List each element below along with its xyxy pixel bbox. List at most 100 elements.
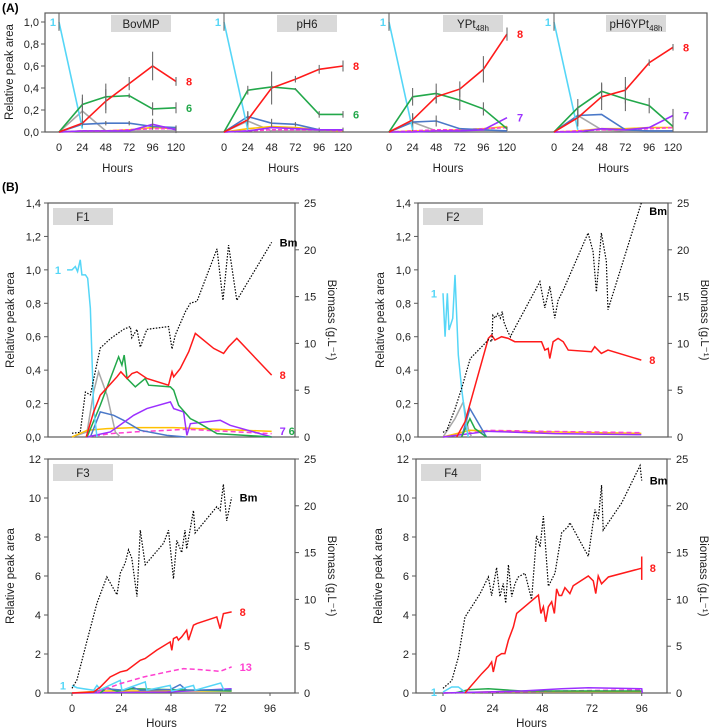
series-line	[442, 686, 466, 693]
series-line	[71, 426, 272, 438]
biomass-line	[442, 463, 643, 689]
x-axis-label: Hours	[102, 163, 133, 175]
series-label: 1	[50, 17, 56, 29]
y-tick-label: 1,2	[26, 231, 41, 243]
y-tick-label: 4	[403, 610, 409, 622]
series-line	[223, 120, 343, 133]
series-line	[553, 21, 579, 130]
y-axis-label: Relative peak area	[375, 271, 387, 367]
series-line	[460, 406, 488, 438]
series-label: 8	[240, 607, 246, 619]
y-tick-label: 0,4	[26, 365, 41, 377]
x-tick-label: 96	[643, 142, 655, 154]
panel-a-letter: (A)	[2, 1, 19, 15]
y-tick-label: 0,2	[24, 105, 39, 117]
series-line	[223, 65, 344, 133]
y2-tick-label: 15	[304, 292, 316, 304]
x-axis-label: Hours	[598, 163, 629, 175]
series-line	[388, 33, 508, 133]
plot-area	[67, 242, 273, 438]
plot-area	[71, 484, 233, 694]
x-tick-label: 24	[572, 142, 584, 154]
plot-frame	[415, 458, 668, 694]
biomass-line	[71, 242, 273, 434]
x-tick-label: 48	[265, 142, 277, 154]
y-tick-label: 12	[29, 454, 41, 466]
x-tick-label: 24	[115, 703, 127, 715]
series-label: 8	[683, 42, 689, 54]
y-tick-label: 1,4	[396, 198, 411, 210]
series-label: 1	[431, 288, 437, 300]
y-tick-label: 0,2	[396, 399, 411, 411]
series-line	[58, 65, 177, 133]
plot-area	[442, 463, 644, 694]
y2-tick-label: 25	[676, 454, 688, 466]
y-tick-label: 1,0	[26, 265, 41, 277]
biomass-label: Bm	[240, 492, 258, 504]
y2-tick-label: 10	[304, 338, 316, 350]
series-line	[71, 679, 225, 692]
condition-label-subscript: 48h	[649, 24, 662, 33]
y-tick-label: 0,8	[396, 298, 411, 310]
series-label: 8	[186, 76, 192, 88]
fraction-label-box	[53, 464, 113, 481]
series-label: 6	[289, 426, 295, 438]
y-tick-label: 0,2	[26, 399, 41, 411]
series-line	[67, 259, 98, 438]
series-line	[442, 274, 469, 438]
x-tick-label: 72	[289, 142, 301, 154]
y2-tick-label: 10	[677, 338, 689, 350]
series-label: 6	[353, 109, 359, 121]
x-tick-label: 96	[313, 142, 325, 154]
series-line	[388, 21, 414, 130]
series-line	[388, 120, 508, 133]
fraction-label-box	[53, 208, 113, 225]
y2-tick-label: 10	[676, 594, 688, 606]
y-tick-label: 1,0	[396, 265, 411, 277]
series-line	[58, 122, 177, 133]
x-tick-label: 48	[595, 142, 607, 154]
x-tick-label: 120	[334, 142, 352, 154]
subplot-f2: 0,0 0,2 0,4 0,6 0,8 1,0 1,2 1,4 0 5 10 15 20 25 Relati…	[375, 198, 709, 444]
y2-tick-label: 0	[304, 432, 310, 444]
y-tick-label: 0,4	[24, 83, 39, 95]
y-tick-label: 0,4	[396, 365, 411, 377]
y-tick-label: 1,2	[396, 231, 411, 243]
series-line	[89, 411, 186, 438]
y-tick-label: 8	[403, 532, 409, 544]
series-label: 7	[517, 113, 523, 125]
y-tick-label: 0,8	[26, 298, 41, 310]
series-label: 1	[545, 17, 551, 29]
plot-frame	[47, 458, 296, 694]
series-line	[71, 611, 232, 694]
panel-a-frame	[44, 12, 708, 133]
y2-tick-label: 0	[677, 432, 683, 444]
y2-tick-label: 5	[304, 641, 310, 653]
y2-tick-label: 20	[676, 501, 688, 513]
y2-tick-label: 25	[677, 198, 689, 210]
series-label: 7	[683, 111, 689, 123]
condition-label-subscript: 48h	[476, 24, 489, 33]
y-tick-label: 12	[397, 454, 409, 466]
condition-label-box	[606, 15, 666, 32]
series-line	[58, 21, 84, 129]
y-axis-label: Relative peak area	[4, 23, 16, 119]
series-line	[442, 429, 642, 438]
x-tick-label: 24	[76, 142, 88, 154]
series-line	[96, 666, 232, 693]
x-tick-label: 0	[386, 142, 392, 154]
x-axis-label: Hours	[516, 718, 547, 728]
y-tick-label: 1,0	[24, 17, 39, 29]
subplot-f1: 0,0 0,2 0,4 0,6 0,8 1,0 1,2 1,4 0 5 10 15 20 25 Relati…	[5, 198, 337, 444]
biomass-line	[71, 484, 233, 689]
y2-axis-label: Biomass (g.L⁻¹)	[698, 280, 709, 361]
fraction-label: F2	[446, 212, 459, 224]
series-label: 8	[650, 563, 656, 575]
series-line	[553, 46, 674, 133]
y2-tick-label: 25	[304, 454, 316, 466]
x-tick-label: 120	[167, 142, 185, 154]
series-label: 1	[55, 265, 61, 277]
fraction-label: F3	[76, 468, 89, 480]
